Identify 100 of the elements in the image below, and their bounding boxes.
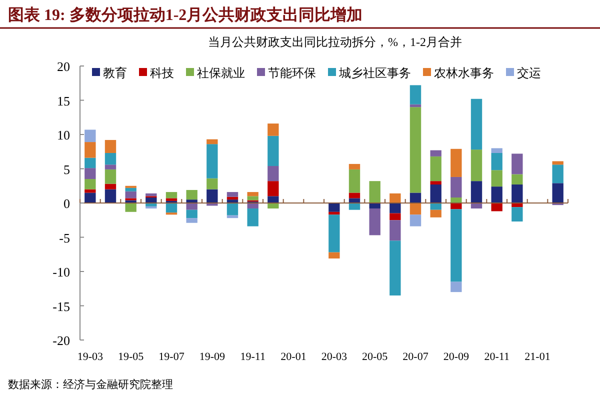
bar (166, 192, 178, 198)
bar (450, 209, 462, 282)
bar (410, 192, 422, 203)
x-tick-label: 19-05 (118, 351, 144, 363)
bar (186, 190, 198, 200)
x-tick-label: 20-03 (321, 351, 348, 363)
bar (84, 168, 96, 180)
bar (104, 164, 116, 170)
bar (247, 203, 258, 208)
bar (491, 170, 502, 187)
bar (512, 174, 523, 185)
bar (390, 203, 401, 214)
bar (206, 178, 218, 190)
bar (491, 152, 502, 170)
bar (146, 198, 157, 203)
bar (206, 139, 218, 144)
bar (328, 252, 340, 258)
legend-label: 科技 (150, 66, 174, 80)
bar (84, 189, 96, 193)
bar (104, 169, 116, 184)
bar (268, 166, 279, 182)
bar (430, 184, 442, 203)
bar (470, 98, 482, 150)
bar (226, 192, 238, 197)
source-note: 数据来源：经济与金融研究院整理 (8, 378, 173, 391)
bar (430, 210, 442, 218)
bar (430, 181, 442, 185)
bar (247, 208, 258, 226)
y-tick-label: 10 (57, 128, 70, 142)
bar (104, 140, 116, 153)
bar (348, 192, 360, 198)
bar (268, 203, 279, 208)
legend-label: 教育 (103, 66, 127, 80)
bar (247, 196, 258, 200)
bar (125, 203, 136, 212)
y-tick-label: -5 (59, 230, 70, 246)
bar (166, 203, 178, 213)
y-tick-label: -15 (52, 298, 70, 314)
x-tick-label: 20-05 (362, 351, 388, 363)
x-tick-label: 19-07 (158, 351, 185, 363)
bar (552, 161, 564, 165)
bar (470, 181, 482, 203)
bar (552, 164, 564, 184)
bar (390, 220, 401, 241)
bar (512, 184, 523, 203)
bar (146, 193, 157, 196)
x-tick-label: 20-01 (280, 351, 306, 363)
bar (491, 203, 502, 212)
chart-subtitle: 当月公共财政支出同比拉动拆分，%，1-2月合并 (208, 35, 462, 49)
bar (84, 179, 96, 190)
bar (450, 198, 462, 203)
y-tick-label: 15 (57, 93, 70, 108)
bar (512, 207, 523, 222)
x-tick-label: 19-09 (199, 351, 226, 363)
bar (470, 203, 482, 208)
bar (348, 198, 360, 203)
bar (430, 150, 442, 156)
legend-label: 农林水事务 (434, 66, 494, 80)
bar (84, 158, 96, 168)
legend-label: 交运 (517, 66, 541, 80)
x-tick-label: 20-07 (402, 351, 429, 363)
bar (268, 181, 279, 196)
bar (206, 189, 218, 203)
y-tick-label: 5 (64, 162, 70, 177)
x-tick-label: 21-01 (524, 351, 550, 363)
bar (470, 150, 482, 182)
bar (328, 212, 340, 215)
bar (552, 183, 564, 203)
bar (390, 240, 401, 296)
legend-label: 城乡社区事务 (338, 66, 411, 80)
bar (491, 186, 502, 203)
bar (125, 191, 136, 198)
y-tick-label: -20 (52, 333, 70, 348)
bar (125, 188, 136, 192)
bar (104, 189, 116, 203)
bar (84, 192, 96, 203)
bar (104, 184, 116, 190)
bar (226, 203, 238, 216)
bar (348, 169, 360, 193)
bar (186, 210, 198, 218)
bar (369, 181, 380, 203)
bar (328, 214, 340, 252)
bar (430, 203, 442, 210)
bar (491, 148, 502, 153)
bar (430, 156, 442, 182)
x-tick-label: 19-03 (77, 351, 104, 363)
bar (348, 203, 360, 210)
bar (410, 214, 422, 226)
bar (206, 144, 218, 178)
bar (268, 124, 279, 136)
bar (450, 282, 462, 292)
y-tick-label: -10 (52, 264, 70, 280)
x-tick-label: 19-11 (240, 351, 266, 363)
legend-label: 节能环保 (268, 66, 316, 80)
x-tick-label: 20-11 (484, 351, 510, 363)
y-tick-label: 20 (57, 59, 70, 74)
bar (328, 203, 340, 212)
y-tick-label: 0 (64, 196, 70, 211)
bar (247, 192, 258, 196)
bar (369, 203, 380, 208)
